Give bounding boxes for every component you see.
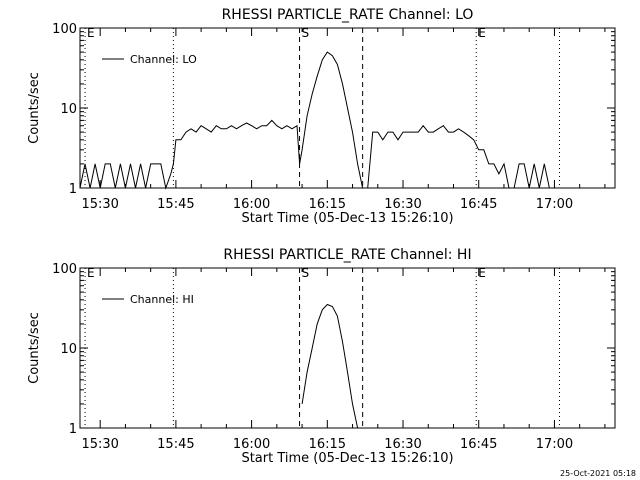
legend-label: Channel: HI <box>130 293 194 306</box>
series-line-1 <box>79 51 560 190</box>
y-axis-label: Counts/sec <box>27 72 42 144</box>
x-tick-label: 16:30 <box>384 197 421 212</box>
chart-panel-2: RHESSI PARTICLE_RATE Channel: HI 1 10 100 15… <box>27 247 616 466</box>
y-tick-label: 1 <box>69 182 77 197</box>
series-line-1 <box>301 303 359 429</box>
marker-label: E <box>478 266 486 280</box>
y-tick-label: 10 <box>60 342 77 357</box>
y-tick-label: 100 <box>52 262 77 277</box>
marker-label: E <box>87 26 95 40</box>
x-axis-label: Start Time (05-Dec-13 15:26:10) <box>241 211 453 226</box>
x-axis-label: Start Time (05-Dec-13 15:26:10) <box>241 451 453 466</box>
x-tick-label: 17:00 <box>536 197 573 212</box>
y-axis-label: Counts/sec <box>27 312 42 384</box>
marker-label: S <box>302 266 310 280</box>
footer-timestamp: 25-Oct-2021 05:18 <box>560 469 636 478</box>
x-tick-label: 16:00 <box>233 437 270 452</box>
x-tick-label: 15:45 <box>157 437 194 452</box>
x-tick-label: 16:15 <box>309 197 346 212</box>
y-tick-label: 1 <box>69 422 77 437</box>
legend-label: Channel: LO <box>130 53 197 66</box>
x-tick-label: 17:00 <box>536 437 573 452</box>
x-tick-label: 15:45 <box>157 197 194 212</box>
x-tick-label: 16:30 <box>384 437 421 452</box>
x-tick-label: 16:15 <box>309 437 346 452</box>
x-tick-label: 16:45 <box>460 197 497 212</box>
marker-label: E <box>478 26 486 40</box>
chart-title: RHESSI PARTICLE_RATE Channel: LO <box>222 7 474 23</box>
x-tick-label: 15:30 <box>81 437 118 452</box>
x-tick-label: 16:00 <box>233 197 270 212</box>
marker-label: S <box>302 26 310 40</box>
y-tick-label: 100 <box>52 22 77 37</box>
plot-frame <box>79 267 616 429</box>
x-tick-label: 16:45 <box>460 437 497 452</box>
chart-canvas: RHESSI PARTICLE_RATE Channel: LO 1 10 100 15… <box>27 7 616 466</box>
x-tick-label: 15:30 <box>81 197 118 212</box>
marker-label: E <box>87 266 95 280</box>
y-tick-label: 10 <box>60 102 77 117</box>
chart-title: RHESSI PARTICLE_RATE Channel: HI <box>223 247 471 263</box>
chart-panel-1: RHESSI PARTICLE_RATE Channel: LO 1 10 100 15… <box>27 7 616 226</box>
